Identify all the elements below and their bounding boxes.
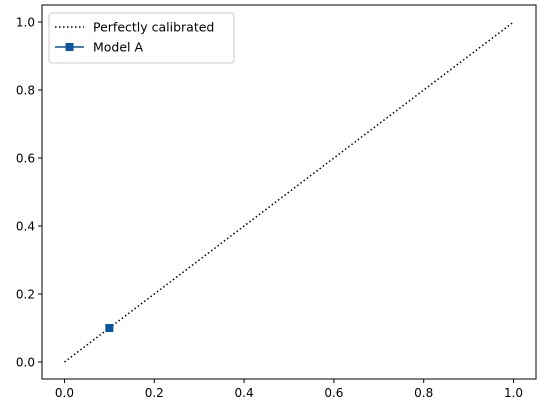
plot-area bbox=[64, 21, 514, 363]
x-tick-label: 1.0 bbox=[504, 386, 523, 400]
data-point-model-a bbox=[105, 324, 114, 332]
y-tick-label: 0.6 bbox=[16, 152, 35, 166]
legend-label-model-a: Model A bbox=[93, 40, 144, 55]
y-tick-label: 0.2 bbox=[16, 288, 35, 302]
legend: Perfectly calibrated Model A bbox=[48, 12, 235, 64]
x-tick-label: 0.6 bbox=[324, 386, 343, 400]
series-line-perfectly-calibrated bbox=[64, 21, 514, 363]
legend-marker-model-a bbox=[65, 43, 74, 51]
legend-label-perfectly-calibrated: Perfectly calibrated bbox=[93, 20, 214, 35]
y-tick-label: 0.4 bbox=[16, 220, 35, 234]
y-tick-label: 1.0 bbox=[16, 16, 35, 30]
axes-frame bbox=[41, 4, 537, 380]
y-tick-label: 0.8 bbox=[16, 84, 35, 98]
y-tick-label: 0.0 bbox=[16, 356, 35, 370]
legend-box bbox=[48, 12, 235, 64]
x-tick-label: 0.4 bbox=[235, 386, 254, 400]
x-tick-label: 0.2 bbox=[145, 386, 164, 400]
x-tick-label: 0.0 bbox=[55, 386, 74, 400]
x-axis-ticks: 0.0 0.2 0.4 0.6 0.8 1.0 bbox=[55, 379, 523, 400]
y-axis-ticks: 0.0 0.2 0.4 0.6 0.8 1.0 bbox=[16, 16, 42, 370]
x-tick-label: 0.8 bbox=[414, 386, 433, 400]
